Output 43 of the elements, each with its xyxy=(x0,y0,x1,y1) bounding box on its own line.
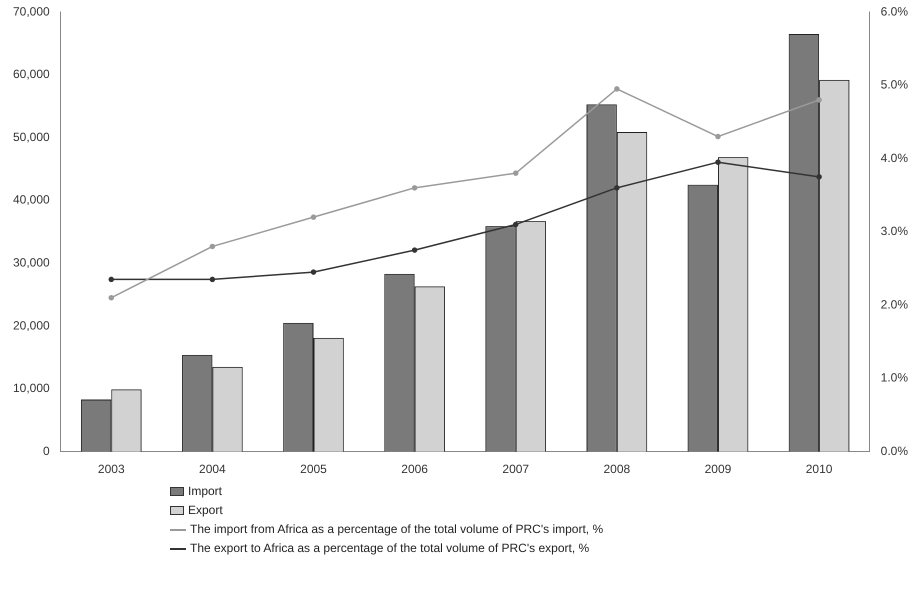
x-tick-label: 2006 xyxy=(401,462,428,476)
y-tick-label: 40,000 xyxy=(13,192,50,207)
x-tick-label: 2004 xyxy=(199,462,226,476)
y-tick-label: 30,000 xyxy=(13,256,50,270)
point xyxy=(210,244,216,250)
point xyxy=(512,170,518,176)
point xyxy=(108,276,114,282)
y-tick-label: 60,000 xyxy=(13,67,50,82)
x-tick-label: 2009 xyxy=(704,462,732,476)
y2-tick-label: 1.0% xyxy=(880,370,908,385)
x-tick-label: 2005 xyxy=(300,462,328,476)
y-tick-label: 70,000 xyxy=(13,4,50,18)
y2-tick-label: 0.0% xyxy=(880,444,908,458)
point xyxy=(412,247,418,253)
legend-label: The export to Africa as a percentage of the total volume of PRC's export, % xyxy=(190,540,590,557)
point xyxy=(614,86,620,92)
y2-tick-label: 3.0% xyxy=(880,224,908,238)
y-tick-label: 10,000 xyxy=(13,381,50,396)
y2-tick-label: 6.0% xyxy=(880,4,908,18)
y2-tick-label: 2.0% xyxy=(880,297,908,312)
y-tick-label: 50,000 xyxy=(13,130,50,144)
x-tick-label: 2007 xyxy=(502,462,530,476)
legend-label: The import from Africa as a percentage of the total volume of PRC's import, % xyxy=(190,521,604,538)
point xyxy=(108,294,114,300)
y2-tick-label: 5.0% xyxy=(880,78,908,92)
point xyxy=(210,276,216,282)
point xyxy=(715,159,721,165)
point xyxy=(816,174,822,180)
point xyxy=(512,222,518,228)
y2-tick-label: 4.0% xyxy=(880,150,908,165)
x-tick-label: 2008 xyxy=(604,462,631,476)
y-tick-label: 20,000 xyxy=(13,318,50,332)
point xyxy=(715,134,721,140)
x-tick-label: 2003 xyxy=(98,462,125,476)
point xyxy=(614,185,620,191)
point xyxy=(816,97,822,103)
legend-label: Import xyxy=(188,483,222,500)
x-tick-label: 2010 xyxy=(806,462,833,476)
y-tick-label: 0 xyxy=(43,444,50,458)
point xyxy=(310,214,316,220)
point xyxy=(310,269,316,275)
legend-label: Export xyxy=(188,502,223,519)
point xyxy=(412,185,418,191)
